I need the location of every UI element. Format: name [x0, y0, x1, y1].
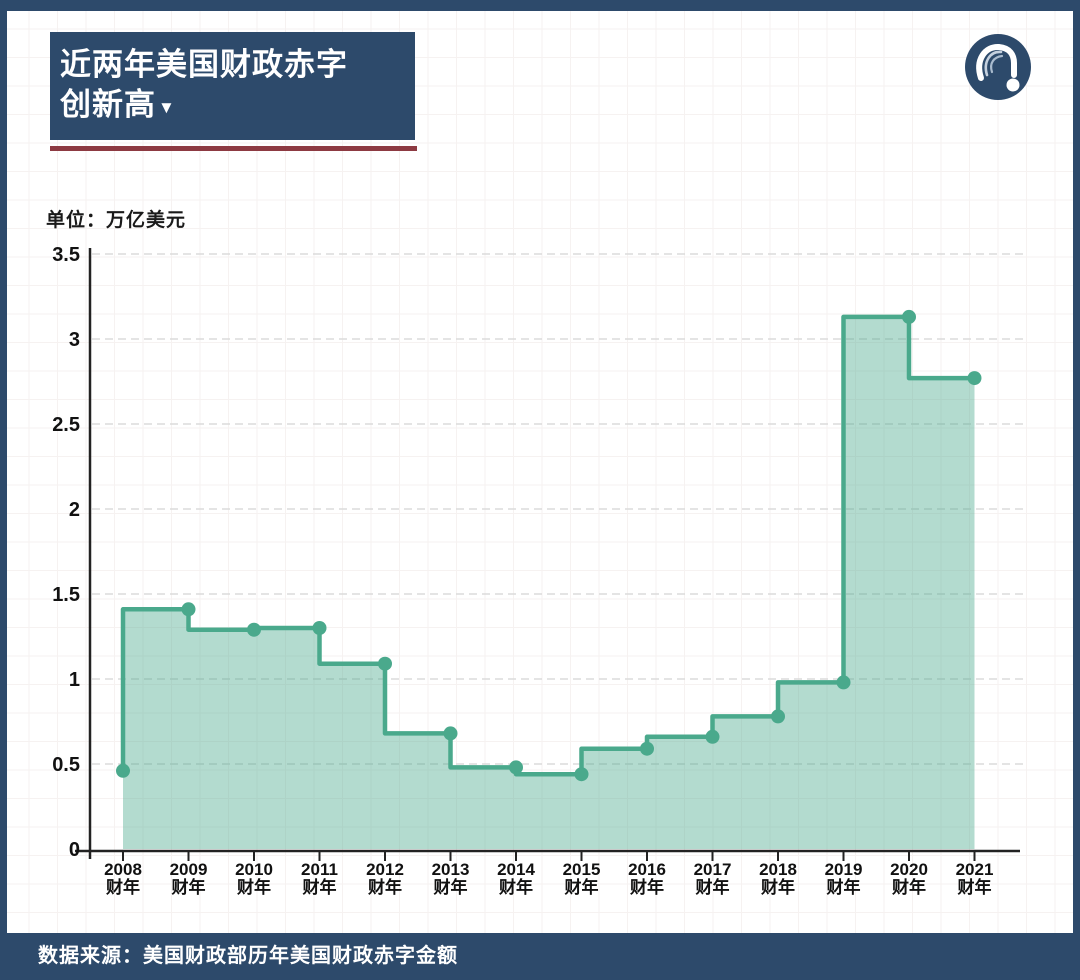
svg-text:3: 3 [69, 329, 80, 351]
unit-label: 单位：万亿美元 [46, 210, 187, 231]
svg-text:2.5: 2.5 [52, 414, 80, 436]
data-source-bar: 数据来源：美国财政部历年美国财政赤字金额 [0, 933, 1080, 980]
svg-text:2: 2 [69, 499, 80, 521]
svg-text:1: 1 [69, 669, 80, 691]
title-underline [50, 146, 417, 151]
data-source-text: 数据来源：美国财政部历年美国财政赤字金额 [38, 945, 458, 967]
chart-title-line2: 创新高 [60, 87, 156, 122]
svg-text:3.5: 3.5 [52, 244, 80, 266]
svg-text:0.5: 0.5 [52, 754, 80, 776]
chart-title-line1: 近两年美国财政赤字 [60, 47, 348, 82]
svg-text:1.5: 1.5 [52, 584, 80, 606]
triangle-down-icon: ▼ [158, 98, 176, 117]
frame-right-bar [1073, 11, 1080, 933]
news-logo-icon [965, 34, 1031, 100]
deficit-step-chart: 2008 财年 2009 财年 2010 财年 2011 财年 2012 财年 2013 财年 2014… [52, 244, 1025, 897]
chart-title: 近两年美国财政赤字 创新高 ▼ [50, 32, 415, 140]
svg-text:0: 0 [69, 839, 80, 861]
frame-top-bar [0, 0, 1080, 11]
frame-left-bar [0, 11, 7, 933]
